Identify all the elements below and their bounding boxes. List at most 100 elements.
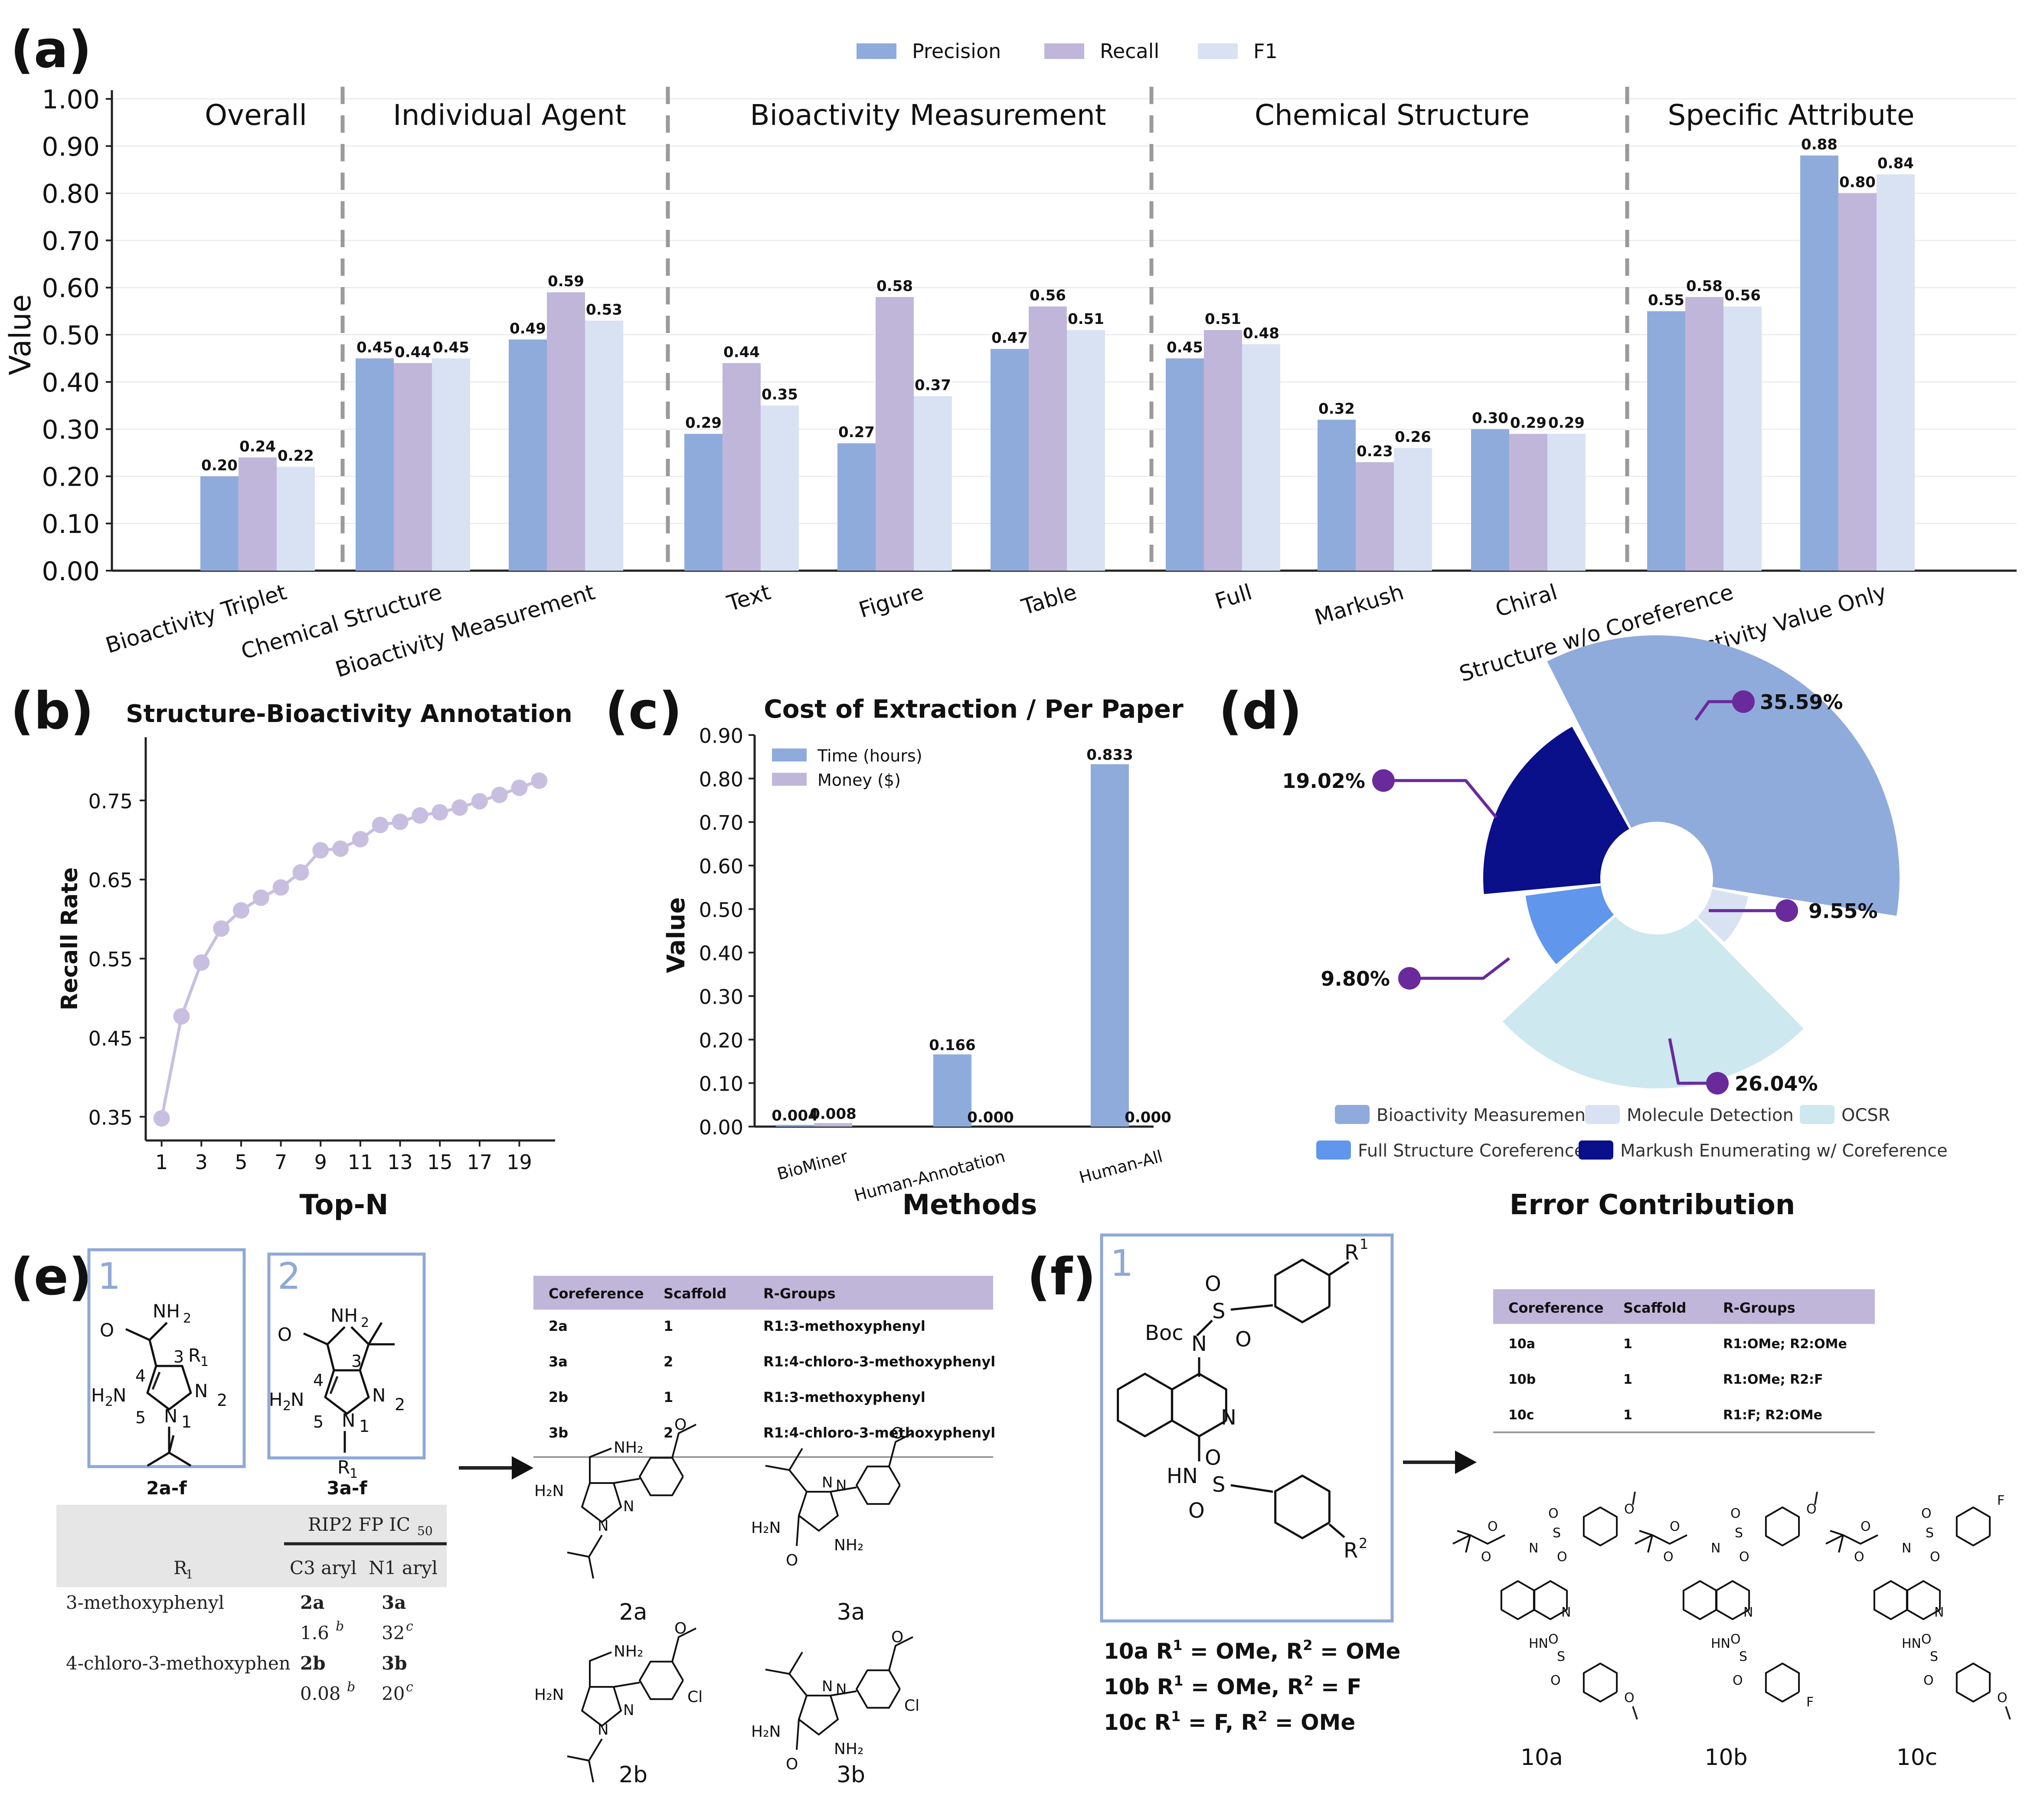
atom-label: O — [1624, 1502, 1635, 1517]
leader-dot — [1775, 899, 1798, 922]
table-cell: R1:OMe; R2:F — [1723, 1372, 1823, 1387]
molecule-label: 10a — [1520, 1745, 1563, 1771]
definition-text: = F, R — [1180, 1710, 1258, 1735]
aryl-ring-top — [1955, 1506, 1991, 1546]
atom-label: O — [1921, 1632, 1932, 1647]
table-header: C3 aryl — [290, 1557, 357, 1578]
ytick-label: 0.20 — [42, 462, 100, 492]
scaffold-caption: 2a-f — [146, 1477, 187, 1499]
molecule-label: 3a — [837, 1599, 865, 1625]
recall-point — [511, 779, 528, 796]
xtick-label: Markush — [1312, 579, 1407, 630]
xtick-label: 9 — [314, 1150, 327, 1174]
sulfonyl-bond — [1230, 1484, 1273, 1493]
bar-recall-10 — [1838, 193, 1877, 571]
arrow-head — [1455, 1451, 1477, 1474]
amide — [796, 1515, 800, 1546]
ytick-label: 0.30 — [42, 415, 100, 445]
atom-number: 1 — [359, 1417, 369, 1436]
ytick-label: 0.70 — [699, 811, 743, 835]
legend-a: Precision Recall F1 — [857, 39, 1278, 63]
bar-value-label: 0.833 — [1086, 746, 1133, 764]
atom-label: 2 — [361, 1315, 369, 1330]
xtick-label: 7 — [275, 1150, 287, 1174]
atom-label: O — [1188, 1499, 1205, 1523]
legend-swatch — [1585, 1105, 1620, 1124]
methyl — [2005, 1706, 2011, 1720]
legend-label: Recall — [1100, 39, 1159, 63]
bar-value-label: 0.26 — [1395, 428, 1431, 446]
molecule-label: 2b — [619, 1762, 647, 1788]
bar-recall-9 — [1685, 297, 1723, 571]
extracted-table-e: Coreference Scaffold R-Groups 2a 1 R1:3-metho… — [533, 1276, 995, 1458]
atom-number: 4 — [135, 1366, 146, 1385]
group-title: Bioactivity Measurement — [750, 98, 1106, 132]
atom-number: 2 — [217, 1391, 227, 1410]
atom-label: O — [674, 1620, 687, 1637]
atom-label: NH₂ — [614, 1439, 643, 1457]
atom-number: 3 — [173, 1347, 184, 1366]
bar-value-label: 0.59 — [548, 273, 584, 290]
scaffold-box — [1100, 1233, 1394, 1623]
x-axis-label: Error Contribution — [1510, 1189, 1795, 1221]
legend-label: Time (hours) — [817, 746, 922, 765]
benzene-ring — [639, 1660, 684, 1700]
atom-label: H — [269, 1389, 283, 1410]
bar-value-label: 0.008 — [810, 1105, 857, 1123]
legend-label: Markush Enumerating w/ Coreference — [1620, 1141, 1948, 1161]
table-cell: 10a — [1508, 1336, 1535, 1352]
benzene-ring — [856, 1465, 901, 1505]
superscript: 2 — [1304, 1673, 1313, 1689]
atom-label: N — [1934, 1605, 1944, 1620]
atom-label: O — [1205, 1272, 1221, 1296]
recall-point — [471, 793, 488, 810]
bar-f1-0 — [277, 467, 315, 571]
atom-label: O — [786, 1755, 798, 1773]
ytick-label: 0.20 — [699, 1029, 743, 1052]
r-group-definition: 10c R1 = F, R2 = OMe — [1104, 1708, 1355, 1735]
atom-number: 5 — [135, 1408, 146, 1427]
atom-label: O — [278, 1324, 292, 1345]
atom-label: N — [623, 1702, 634, 1719]
atom-label: O — [1806, 1502, 1817, 1517]
r1-bond — [1328, 1261, 1350, 1276]
methoxy — [888, 1432, 913, 1467]
double-bond — [329, 1376, 339, 1394]
ytick-label: 0.65 — [88, 869, 133, 892]
molecule-3b: O Cl NN NH₂ H₂N O — [751, 1628, 919, 1773]
atom-label: N — [1221, 1405, 1236, 1430]
recall-point — [432, 804, 448, 821]
bar-precision-5 — [991, 349, 1029, 571]
atom-label: H₂N — [534, 1686, 564, 1704]
atom-label: R — [337, 1457, 350, 1478]
bar-value-label: 0.000 — [967, 1109, 1014, 1126]
recall-point — [372, 817, 389, 833]
atom-label: N — [623, 1498, 634, 1515]
atom-label: N — [836, 1477, 847, 1494]
definition-text: = OMe, R — [1183, 1639, 1303, 1664]
aryl-bond — [613, 1682, 640, 1688]
pyrazole-ring — [146, 1365, 192, 1411]
bar-value-label: 0.84 — [1877, 155, 1914, 172]
tbutyl — [147, 1427, 170, 1467]
definition-text: 10b R — [1104, 1674, 1174, 1699]
atom-label: S — [1735, 1526, 1743, 1541]
bar-value-label: 0.23 — [1357, 443, 1393, 460]
definition-text: = OMe, R — [1184, 1674, 1304, 1699]
leader-dot — [1398, 967, 1421, 990]
amide-nh2-bond — [149, 1322, 168, 1341]
table-cell: 2b — [549, 1389, 568, 1405]
atom-label: R — [1344, 1241, 1359, 1265]
atom-label: F — [1806, 1695, 1814, 1710]
recall-point — [232, 902, 249, 919]
table-header: R-Groups — [1723, 1300, 1795, 1316]
atom-label: 2 — [183, 1311, 191, 1326]
bar-f1-10 — [1877, 174, 1915, 571]
table-header: Coreference — [1508, 1300, 1604, 1316]
xtick-label: Human-All — [1077, 1147, 1165, 1187]
molecule-label: 10c — [1896, 1745, 1938, 1771]
leader-dot — [1372, 769, 1395, 792]
donut-slice-4 — [1483, 726, 1629, 894]
atom-label: 2 — [1359, 1535, 1367, 1552]
leader-line — [1694, 700, 1743, 721]
